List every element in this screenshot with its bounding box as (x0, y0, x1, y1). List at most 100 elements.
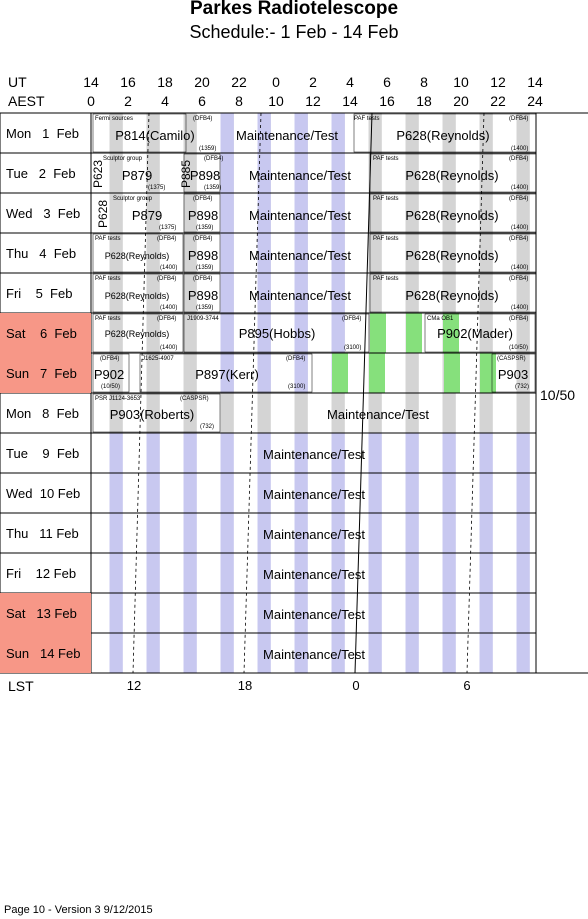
project-box (183, 273, 221, 313)
maintenance-label: Maintenance/Test (263, 447, 365, 462)
aest-hour: 8 (235, 93, 243, 109)
grid-stripe (368, 513, 382, 553)
aest-hour: 4 (161, 93, 169, 109)
maintenance-label: Maintenance/Test (236, 128, 338, 143)
aest-hour: 0 (87, 93, 95, 109)
grid-stripe (516, 513, 530, 553)
project-p895: P895(Hobbs) (238, 326, 316, 341)
grid-stripe (479, 433, 493, 473)
grid-stripe (331, 113, 345, 153)
backend-dfb4: (DFB4) (509, 196, 529, 202)
ut-hour: 4 (346, 74, 354, 90)
project-p879: P879 (121, 168, 153, 183)
backend-dfb4: (DFB4) (342, 316, 362, 322)
grid-stripe (405, 633, 419, 673)
grid-stripe (294, 433, 308, 473)
grid-stripe (146, 633, 160, 673)
project-p814: P814(Camilo) (115, 128, 195, 143)
project-p628: P628(Reynolds) (104, 251, 170, 261)
day-label: Thu 11 Feb (6, 525, 79, 541)
grid-stripe (516, 273, 530, 313)
project-box (92, 393, 221, 433)
grid-stripe (516, 113, 530, 153)
grid-stripe (220, 233, 234, 273)
project-p628: P628(Reynolds) (396, 128, 490, 143)
grid-stripe (331, 233, 345, 273)
grid-stripe (146, 553, 160, 593)
grid-stripe (257, 113, 271, 153)
grid-stripe (109, 553, 123, 593)
grid-stripe (294, 273, 308, 313)
source-j1625: J1625-4907 (142, 356, 174, 362)
project-box (424, 313, 536, 353)
grid-stripe (294, 593, 308, 633)
lst-tick: 6 (463, 678, 471, 693)
grid-stripe (146, 113, 160, 153)
grid-stripe (442, 473, 456, 513)
grid-stripe (368, 593, 382, 633)
row-label-paf: PAF tests (95, 316, 121, 322)
grid-stripe (331, 513, 345, 553)
grid-stripe (442, 433, 456, 473)
aest-hour: 6 (198, 93, 206, 109)
aest-hour: 24 (527, 93, 543, 109)
grid-stripe (368, 633, 382, 673)
freq-1359: (1359) (196, 305, 214, 311)
grid-stripe (405, 433, 419, 473)
grid-stripe (405, 353, 419, 393)
project-box (183, 313, 370, 353)
maintenance-label: Maintenance/Test (263, 647, 365, 662)
aest-hour: 16 (379, 93, 395, 109)
backend-dfb4: (DFB4) (204, 156, 224, 162)
grid-stripe (442, 153, 456, 193)
project-p903: P903(Roberts) (109, 407, 195, 422)
project-p898: P898 (189, 168, 221, 183)
lst-zero-line (354, 112, 373, 674)
backend-caspsr: (CASPSR) (497, 356, 526, 362)
grid-stripe (516, 153, 530, 193)
day-label: Fri 12 Feb (6, 565, 77, 581)
aest-hour: 10 (268, 93, 284, 109)
freq-1400: (1400) (160, 265, 178, 271)
grid-stripe (183, 433, 197, 473)
grid-stripe (146, 153, 160, 193)
grid-stripe (183, 353, 197, 393)
backend-dfb4: (DFB4) (157, 276, 177, 282)
freq-1400: (1400) (511, 225, 529, 231)
grid-stripe (331, 553, 345, 593)
lst-tick: 12 (126, 678, 142, 693)
aest-hour: 18 (416, 93, 432, 109)
grid-stripe (294, 193, 308, 233)
ut-hour: 0 (272, 74, 280, 90)
project-box (183, 153, 221, 193)
grid-stripe (368, 393, 382, 433)
green-stripe (369, 353, 385, 393)
freq-1359: (1359) (196, 265, 214, 271)
grid-stripe (183, 233, 197, 273)
project-box (139, 353, 313, 393)
backend-dfb4: (DFB4) (509, 236, 529, 242)
grid-stripe (479, 513, 493, 553)
grid-stripe (442, 233, 456, 273)
project-p902: P902(Mader) (437, 326, 513, 341)
grid-stripe (442, 393, 456, 433)
project-box (183, 193, 221, 233)
grid-stripe (183, 393, 197, 433)
ut-hour: 14 (527, 74, 543, 90)
ut-hour: 12 (490, 74, 506, 90)
project-p898: P898 (187, 288, 219, 303)
day-label: Sat 6 Feb (0, 313, 91, 353)
grid-stripe (257, 353, 271, 393)
grid-stripe (257, 193, 271, 233)
grid-stripe (146, 233, 160, 273)
day-label: Tue 9 Feb (6, 445, 80, 461)
freq-1050: (10/50) (509, 345, 529, 351)
backend-dfb4: (DFB4) (193, 116, 213, 122)
grid-stripe (479, 553, 493, 593)
grid-stripe (294, 473, 308, 513)
aest-hour: 20 (453, 93, 469, 109)
row-label-paf: PAF tests (373, 236, 399, 242)
page-subtitle: Schedule:- 1 Feb - 14 Feb (189, 22, 399, 42)
grid-stripe (220, 393, 234, 433)
